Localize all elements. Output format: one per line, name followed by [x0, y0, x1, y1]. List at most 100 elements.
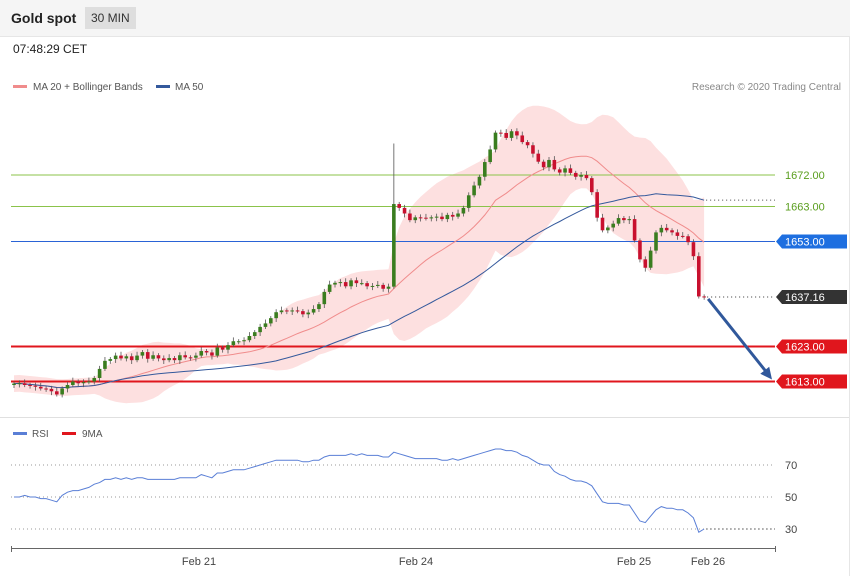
- candle-body: [376, 284, 380, 286]
- candle-body: [124, 356, 129, 359]
- candle-body: [129, 356, 134, 361]
- candle-body: [145, 352, 150, 359]
- candle-body: [156, 355, 161, 359]
- candle-body: [600, 217, 605, 231]
- support-label-tag: [776, 374, 847, 389]
- candle-body: [445, 214, 450, 220]
- candle-body: [536, 153, 541, 162]
- candle-body: [499, 132, 503, 134]
- candle-body: [627, 219, 632, 221]
- candle-body: [92, 378, 97, 382]
- candle-body: [183, 355, 187, 358]
- time-axis: Feb 21 Feb 24 Feb 25 Feb 26: [11, 546, 776, 568]
- candle-body: [579, 175, 583, 177]
- support-label-tag: [776, 339, 847, 354]
- candle-body: [622, 218, 626, 221]
- candle-body: [236, 341, 241, 343]
- candle-body: [429, 217, 434, 219]
- candle-body: [167, 358, 171, 361]
- candle-body: [295, 310, 300, 312]
- candle-body: [12, 383, 16, 385]
- candle-body: [370, 285, 375, 287]
- candle-body: [81, 382, 86, 384]
- credit-label: Research © 2020 Trading Central: [692, 82, 841, 93]
- candle-body: [247, 336, 252, 341]
- projection-arrow-shaft: [706, 298, 768, 373]
- candle-body: [231, 341, 236, 346]
- candle-body: [285, 310, 289, 312]
- rsi-tick-label: 50: [785, 492, 797, 504]
- candle-body: [178, 355, 182, 361]
- candle-body: [675, 232, 680, 236]
- candle-body: [60, 388, 64, 395]
- candle-body: [311, 309, 316, 313]
- time-tick-label: Feb 26: [691, 556, 725, 568]
- rsi-line: [14, 448, 705, 533]
- timeframe-button[interactable]: 30 MIN: [85, 7, 136, 29]
- price-levels: [11, 174, 775, 383]
- candle-body: [520, 135, 525, 143]
- candle-body: [87, 381, 91, 383]
- candle-body: [472, 185, 476, 196]
- candle-body: [691, 242, 696, 257]
- candle-body: [466, 195, 471, 208]
- candle-body: [188, 357, 193, 359]
- candlesticks: [12, 128, 706, 398]
- last-price-tag: [776, 289, 847, 304]
- candle-body: [504, 133, 508, 138]
- candle-body: [541, 161, 546, 168]
- pivot-label-tag: [776, 234, 847, 249]
- ma20-legend-label: MA 20 + Bollinger Bands: [33, 82, 143, 93]
- candle-body: [44, 388, 48, 390]
- candle-body: [204, 351, 209, 353]
- candle-body: [162, 358, 166, 361]
- projection-arrow-head: [760, 366, 772, 380]
- candle-body: [424, 217, 428, 219]
- candle-body: [279, 310, 284, 313]
- candle-body: [338, 282, 343, 284]
- candle-body: [135, 355, 139, 361]
- candle-body: [327, 284, 332, 292]
- candle-body: [17, 383, 22, 385]
- candle-body: [659, 227, 664, 233]
- rsi-ma-legend-swatch: [62, 432, 76, 435]
- candle-body: [418, 217, 423, 219]
- candle-body: [632, 219, 637, 241]
- header-bar: [0, 0, 850, 36]
- candle-body: [140, 352, 145, 356]
- candle-body: [306, 312, 311, 315]
- level-labels: 1672.00 1663.00 1653.00 1623.00 1613.00 1637.…: [706, 170, 847, 389]
- candle-body: [269, 318, 273, 324]
- candle-body: [103, 360, 107, 369]
- candle-body: [317, 304, 321, 310]
- candle-body: [301, 311, 305, 315]
- candle-body: [49, 388, 54, 392]
- candle-body: [595, 192, 599, 218]
- resistance-label: 1663.00: [785, 202, 825, 214]
- candle-body: [33, 385, 38, 387]
- candle-body: [76, 381, 80, 384]
- candle-body: [525, 142, 530, 146]
- candle-body: [263, 323, 268, 327]
- candle-body: [638, 240, 642, 260]
- ma50-legend-label: MA 50: [175, 82, 204, 93]
- time-tick-label: Feb 25: [617, 556, 651, 568]
- candle-body: [531, 145, 535, 154]
- candle-body: [483, 162, 487, 177]
- candle-body: [493, 132, 498, 150]
- moving-averages: [13, 155, 775, 389]
- candle-body: [226, 345, 230, 350]
- candle-body: [515, 131, 519, 136]
- candle-body: [65, 385, 70, 389]
- bollinger-bands: [14, 105, 705, 404]
- candle-body: [220, 347, 225, 350]
- candle-body: [215, 347, 220, 356]
- ma20-legend-swatch: [13, 85, 27, 88]
- bollinger-band-area: [14, 105, 705, 404]
- candle-body: [573, 172, 578, 177]
- candle-body: [242, 340, 246, 342]
- candle-body: [670, 230, 674, 233]
- rsi-tick-label: 30: [785, 524, 797, 536]
- rsi-tick-label: 70: [785, 460, 797, 472]
